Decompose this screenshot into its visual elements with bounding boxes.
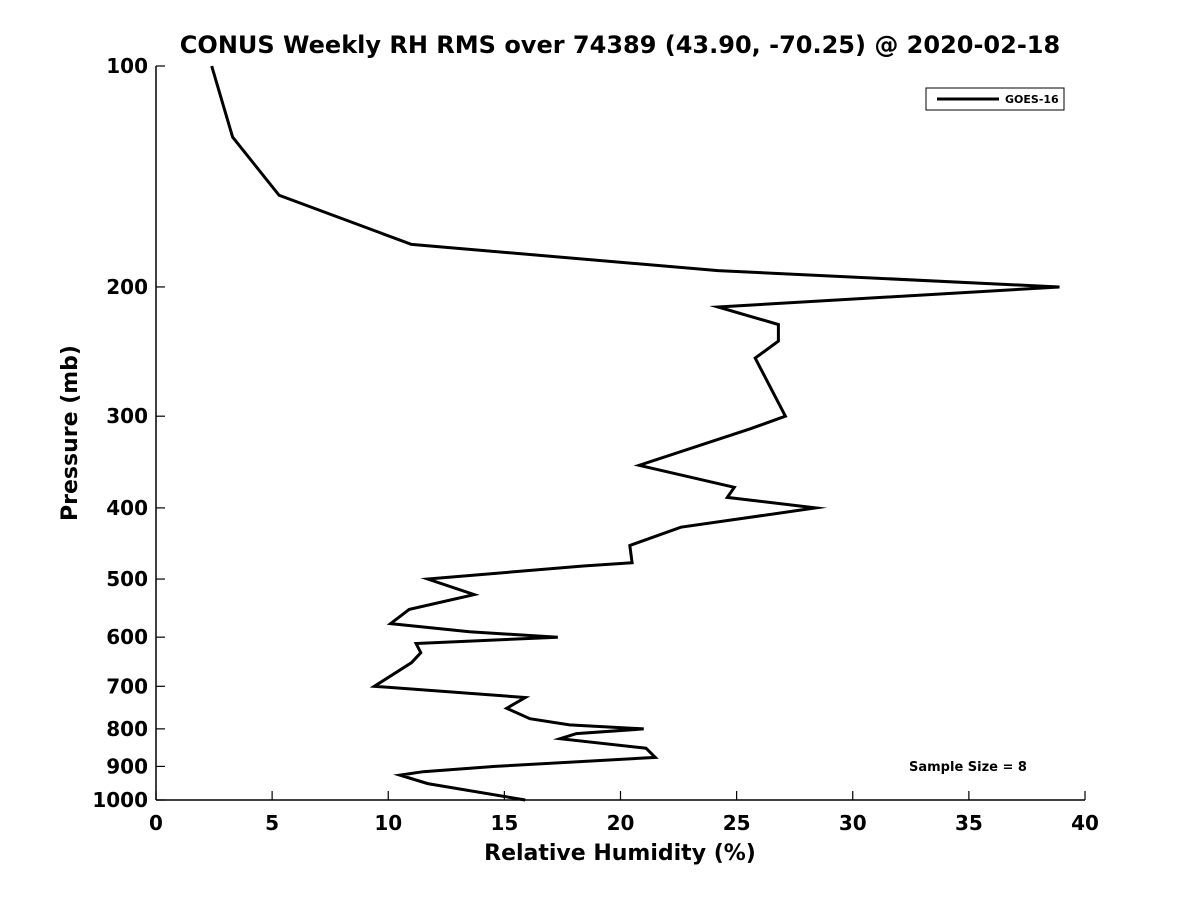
y-tick-label: 200 bbox=[106, 275, 148, 299]
sample-size-annotation: Sample Size = 8 bbox=[909, 760, 1027, 775]
y-tick-label: 400 bbox=[106, 496, 148, 520]
x-tick-label: 25 bbox=[723, 811, 751, 835]
x-tick-label: 5 bbox=[265, 811, 279, 835]
y-tick-label: 900 bbox=[106, 754, 148, 778]
y-axis-label: Pressure (mb) bbox=[58, 345, 83, 521]
x-tick-label: 0 bbox=[149, 811, 163, 835]
x-tick-label: 30 bbox=[839, 811, 867, 835]
y-tick-label: 600 bbox=[106, 625, 148, 649]
series-line-goes-16 bbox=[210, 65, 1060, 802]
chart-title: CONUS Weekly RH RMS over 74389 (43.90, -… bbox=[180, 31, 1060, 59]
y-tick-label: 800 bbox=[106, 717, 148, 741]
x-tick-label: 35 bbox=[955, 811, 983, 835]
legend: GOES-16 bbox=[925, 87, 1065, 111]
x-tick-label: 20 bbox=[607, 811, 635, 835]
x-tick-label: 10 bbox=[374, 811, 402, 835]
series-layer bbox=[210, 65, 1060, 802]
y-tick-label: 500 bbox=[106, 567, 148, 591]
legend-label: GOES-16 bbox=[1005, 93, 1059, 106]
x-axis-label: Relative Humidity (%) bbox=[484, 841, 756, 866]
y-tick-label: 300 bbox=[106, 404, 148, 428]
y-tick-label: 100 bbox=[106, 54, 148, 78]
x-tick-label: 15 bbox=[490, 811, 518, 835]
x-axis-ticks: 0 5 10 15 20 25 30 35 40 bbox=[149, 791, 1099, 835]
x-tick-label: 40 bbox=[1071, 811, 1099, 835]
y-axis-ticks: 100 200 300 400 500 600 700 800 900 1000 bbox=[92, 54, 165, 812]
y-tick-label: 1000 bbox=[92, 788, 148, 812]
y-tick-label: 700 bbox=[106, 674, 148, 698]
